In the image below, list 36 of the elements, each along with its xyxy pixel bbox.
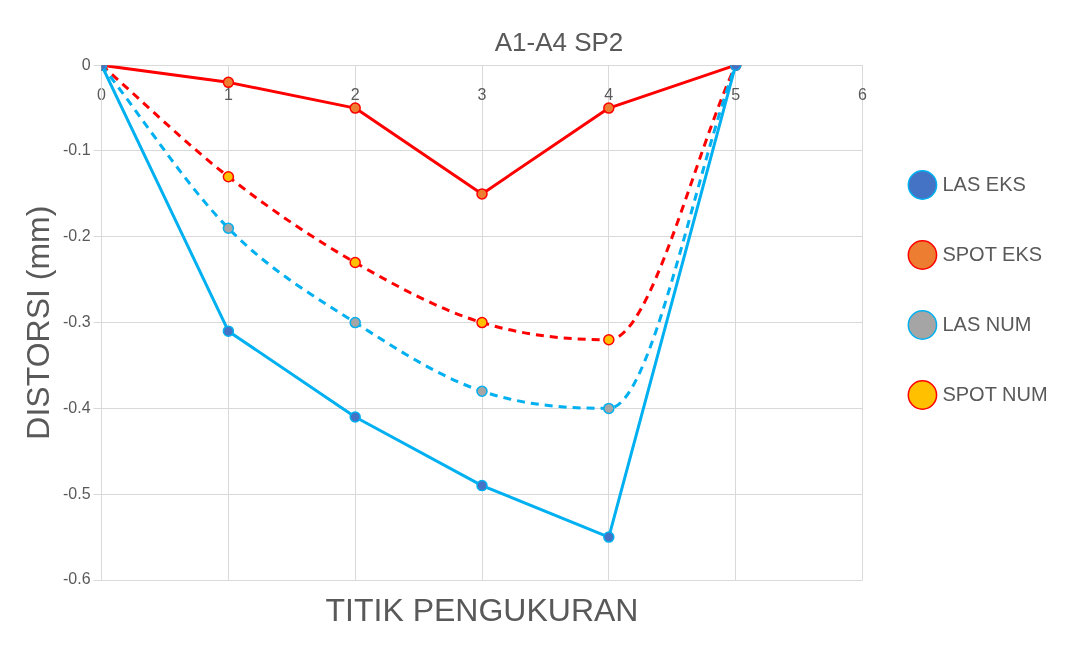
point — [476, 385, 488, 397]
y-tick-label: -0.4 — [62, 398, 91, 416]
y-tick-label: -0.2 — [62, 227, 91, 245]
y-axis-title: DISTORSI (mm) — [19, 205, 56, 440]
point — [476, 188, 488, 200]
point — [222, 222, 235, 234]
y-tick-label: -0.3 — [62, 313, 91, 331]
point — [222, 170, 235, 183]
x-tick-label: 1 — [223, 86, 233, 104]
x-tick-label: 4 — [604, 86, 614, 104]
point — [349, 256, 361, 269]
y-tick-label: -0.6 — [62, 570, 91, 588]
point — [222, 76, 235, 89]
point — [222, 325, 235, 337]
point — [603, 402, 615, 415]
point — [349, 316, 361, 329]
point — [476, 316, 488, 329]
point — [603, 334, 615, 346]
y-tick-label: -0.5 — [62, 484, 91, 502]
point — [603, 531, 615, 543]
point — [349, 411, 361, 423]
x-tick-label: 2 — [350, 86, 360, 104]
x-axis-title: TITIK PENGUKURAN — [325, 591, 639, 628]
y-tick-label: -0.1 — [62, 141, 91, 159]
legend-label: SPOT NUM — [942, 382, 1048, 405]
x-tick-label: 5 — [731, 86, 741, 104]
point — [603, 102, 615, 114]
point — [476, 479, 488, 492]
chart-title: A1-A4 SP2 — [494, 26, 624, 57]
legend-label: LAS NUM — [942, 312, 1032, 335]
y-tick-label: 0 — [81, 55, 91, 73]
x-tick-label: 6 — [857, 86, 867, 104]
legend-label: SPOT EKS — [942, 242, 1043, 265]
point — [349, 102, 361, 114]
legend-label: LAS EKS — [942, 172, 1026, 195]
x-tick-label: 3 — [477, 86, 487, 104]
